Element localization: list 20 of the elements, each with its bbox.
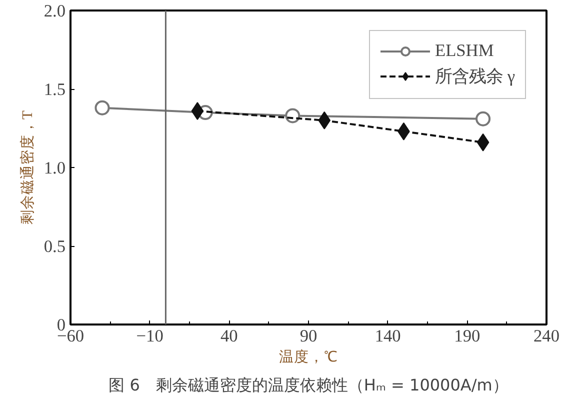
x-tick-label: 240: [534, 326, 560, 346]
y-tick-label: 1.0: [44, 158, 66, 178]
x-axis-title: 温度，℃: [279, 348, 338, 366]
x-tick-label: −10: [136, 326, 164, 346]
legend-label: 所含残余 γ: [435, 66, 515, 88]
point: [476, 111, 491, 126]
x-tick-label: 90: [300, 326, 318, 346]
y-axis-title: 剩余磁通密度，T: [18, 110, 36, 224]
point: [94, 100, 110, 116]
point: [191, 102, 204, 120]
text: 图 6 剩余磁通密度的温度依赖性（Hₘ = 10000A/m）: [108, 376, 508, 394]
point: [476, 133, 490, 152]
legend-label: ELSHM: [435, 41, 494, 61]
y-tick-label: 1.5: [44, 80, 66, 99]
x-tick-label: 40: [220, 326, 238, 346]
y-tick-label: 2.0: [44, 2, 66, 20]
point: [318, 111, 331, 130]
x-tick-label: 140: [374, 326, 401, 346]
x-tick-label: 190: [454, 326, 480, 346]
y-tick-label: 0.5: [44, 237, 66, 256]
